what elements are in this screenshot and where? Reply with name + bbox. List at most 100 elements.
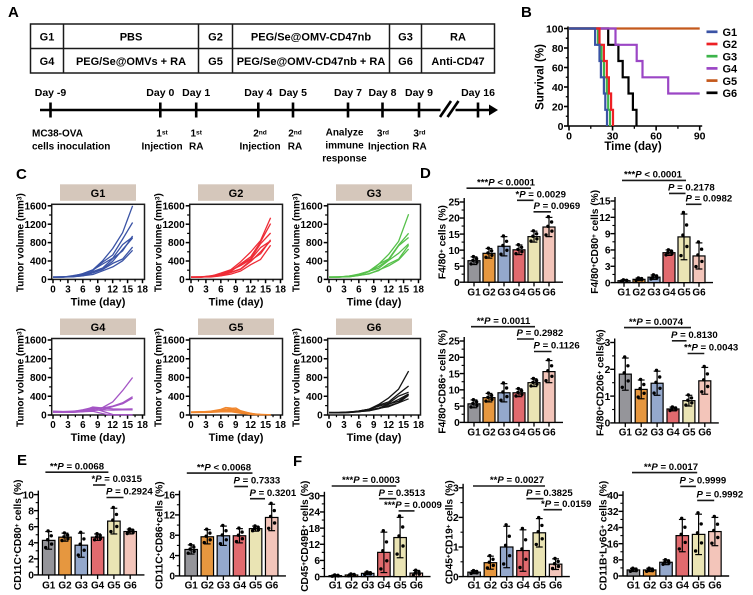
svg-text:0: 0 <box>605 278 611 289</box>
svg-text:G1: G1 <box>467 288 481 299</box>
svg-text:15: 15 <box>260 285 271 296</box>
svg-text:6: 6 <box>605 246 611 257</box>
svg-text:12: 12 <box>383 420 394 431</box>
svg-text:G4: G4 <box>516 581 530 592</box>
svg-text:**P = 0.0027: **P = 0.0027 <box>490 475 544 486</box>
svg-text:80: 80 <box>552 43 564 55</box>
svg-text:G4: G4 <box>512 428 526 439</box>
svg-text:**P = 0.0068: **P = 0.0068 <box>50 461 105 472</box>
svg-text:18: 18 <box>413 420 424 431</box>
svg-text:***P < 0.0001: ***P < 0.0001 <box>624 170 683 181</box>
svg-text:B: B <box>521 4 532 21</box>
svg-text:0: 0 <box>179 275 185 286</box>
svg-text:1200: 1200 <box>24 354 47 365</box>
svg-text:P = 0.2178: P = 0.2178 <box>668 183 715 194</box>
svg-text:G4: G4 <box>91 322 107 334</box>
svg-text:G4: G4 <box>91 581 105 592</box>
svg-text:10: 10 <box>448 386 460 397</box>
svg-text:P = 0.7333: P = 0.7333 <box>234 476 281 487</box>
svg-text:1200: 1200 <box>24 220 47 231</box>
svg-text:2: 2 <box>28 555 34 566</box>
svg-text:G5: G5 <box>394 581 408 592</box>
svg-text:18: 18 <box>413 285 424 296</box>
svg-text:0: 0 <box>566 131 572 143</box>
svg-text:12: 12 <box>107 285 118 296</box>
svg-text:Tumor volume (mm3): Tumor volume (mm3) <box>154 328 165 427</box>
svg-text:E: E <box>17 452 27 469</box>
svg-text:9: 9 <box>233 420 239 431</box>
svg-text:Time (day): Time (day) <box>71 296 126 308</box>
svg-text:9: 9 <box>95 285 101 296</box>
svg-text:Analyze: Analyze <box>326 128 364 139</box>
svg-text:G3: G3 <box>367 188 382 200</box>
svg-text:RA: RA <box>288 142 302 153</box>
svg-text:G4: G4 <box>233 581 247 592</box>
svg-text:6: 6 <box>28 522 34 533</box>
svg-text:18: 18 <box>137 285 148 296</box>
svg-text:G2: G2 <box>229 188 244 200</box>
svg-text:3: 3 <box>341 285 347 296</box>
svg-text:24: 24 <box>309 508 321 519</box>
svg-text:Tumor volume (mm3): Tumor volume (mm3) <box>292 328 303 427</box>
svg-text:C: C <box>16 166 27 183</box>
svg-text:Injection: Injection <box>368 142 409 153</box>
svg-text:P = 0.1126: P = 0.1126 <box>534 341 580 352</box>
svg-text:40: 40 <box>552 82 564 94</box>
svg-text:G6: G6 <box>692 288 706 299</box>
svg-text:6: 6 <box>80 285 86 296</box>
svg-text:***P < 0.0001: ***P < 0.0001 <box>477 177 536 188</box>
svg-text:G3: G3 <box>651 428 665 439</box>
svg-text:0: 0 <box>454 278 460 289</box>
svg-text:0: 0 <box>605 419 611 430</box>
svg-text:1st: 1st <box>190 129 202 140</box>
svg-text:1600: 1600 <box>300 336 323 347</box>
svg-text:12: 12 <box>245 285 256 296</box>
svg-text:0: 0 <box>50 420 56 431</box>
svg-text:10: 10 <box>23 490 35 501</box>
svg-text:1: 1 <box>453 543 459 554</box>
svg-text:G5: G5 <box>249 581 263 592</box>
svg-text:6: 6 <box>314 556 320 567</box>
svg-text:*P = 0.0315: *P = 0.0315 <box>92 474 143 485</box>
svg-text:0: 0 <box>188 420 194 431</box>
svg-text:D: D <box>420 165 431 182</box>
svg-text:25: 25 <box>448 337 460 348</box>
svg-text:Time (day): Time (day) <box>347 432 402 444</box>
svg-text:F4/80+CD86+ cells (%): F4/80+CD86+ cells (%) <box>438 330 449 434</box>
svg-text:8: 8 <box>169 531 175 542</box>
svg-text:400: 400 <box>30 392 47 403</box>
svg-text:G2: G2 <box>345 581 359 592</box>
svg-text:800: 800 <box>168 238 185 249</box>
svg-text:800: 800 <box>306 373 323 384</box>
svg-text:Day 9: Day 9 <box>405 87 433 99</box>
svg-text:0: 0 <box>453 572 459 583</box>
svg-text:RA: RA <box>189 142 203 153</box>
svg-text:CD11B+Ly6G+ cells (%): CD11B+Ly6G+ cells (%) <box>599 481 610 591</box>
svg-text:G4: G4 <box>723 64 739 76</box>
svg-text:G3: G3 <box>723 51 738 63</box>
svg-text:G6: G6 <box>549 581 563 592</box>
svg-text:40: 40 <box>607 491 619 502</box>
svg-text:**P = 0.0074: **P = 0.0074 <box>629 317 684 328</box>
svg-text:G6: G6 <box>410 581 424 592</box>
svg-text:4: 4 <box>28 538 34 549</box>
svg-text:G5: G5 <box>229 322 244 334</box>
svg-text:Tumor volume (mm3): Tumor volume (mm3) <box>16 193 27 292</box>
svg-text:Time (day): Time (day) <box>71 432 126 444</box>
svg-text:immune: immune <box>325 141 364 152</box>
svg-text:9: 9 <box>371 285 377 296</box>
svg-text:P = 0.0969: P = 0.0969 <box>534 201 581 212</box>
svg-text:Injection: Injection <box>141 142 182 153</box>
svg-text:G4: G4 <box>666 428 680 439</box>
svg-text:G4: G4 <box>676 581 690 592</box>
svg-text:G3: G3 <box>497 288 511 299</box>
svg-text:G2: G2 <box>201 581 215 592</box>
svg-text:G6: G6 <box>723 88 738 100</box>
svg-text:G6: G6 <box>265 581 279 592</box>
svg-text:9: 9 <box>233 285 239 296</box>
svg-text:6: 6 <box>218 420 224 431</box>
svg-text:CD11C+CD80+ cells (%): CD11C+CD80+ cells (%) <box>13 479 24 590</box>
svg-text:1600: 1600 <box>162 201 185 212</box>
svg-text:15: 15 <box>448 230 460 241</box>
svg-text:G1: G1 <box>627 581 641 592</box>
